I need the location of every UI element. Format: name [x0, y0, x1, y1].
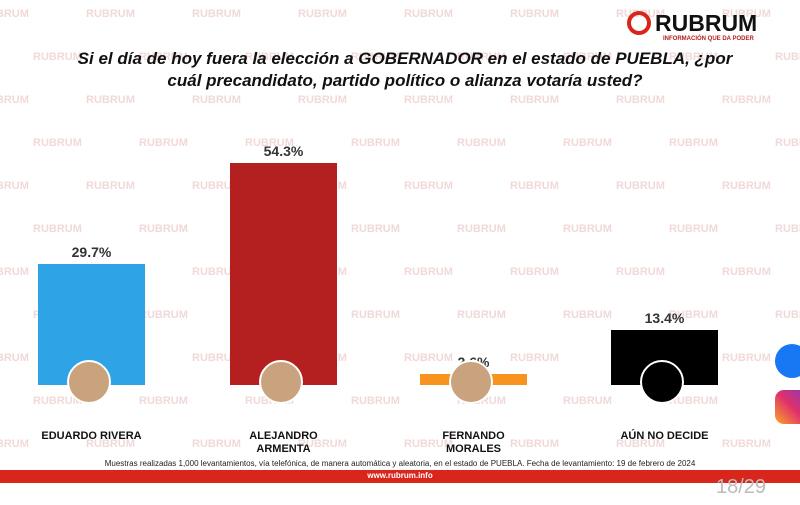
bar [230, 162, 337, 385]
watermark: RUBRUM [245, 137, 294, 149]
value-label: 54.3% [263, 142, 304, 159]
watermark: RUBRUM [457, 137, 506, 149]
watermark: RUBRUM [192, 180, 241, 192]
watermark: RUBRUM [563, 309, 612, 321]
watermark: RUBRUM [192, 438, 241, 450]
candidate-photo [448, 360, 493, 404]
watermark: RUBRUM [298, 8, 347, 20]
footnote: Muestras realizadas 1,000 levantamientos… [104, 459, 696, 468]
watermark: RUBRUM [722, 8, 771, 20]
watermark: RUBRUM [775, 223, 800, 235]
page-number: 18/29 [716, 476, 767, 498]
watermark: RUBRUM [86, 438, 135, 450]
watermark: RUBRUM [404, 352, 453, 364]
footer-bar [0, 470, 800, 483]
watermark: RUBRUM [0, 8, 29, 20]
watermark: RUBRUM [139, 223, 188, 235]
watermark: RUBRUM [563, 51, 612, 63]
watermark: RUBRUM [616, 438, 665, 450]
watermark: RUBRUM [33, 395, 82, 407]
brand-tagline: INFORMACIÓN QUE DA PODER [663, 36, 754, 42]
watermark: RUBRUM [404, 266, 453, 278]
watermark: RUBRUM [139, 51, 188, 63]
watermark: RUBRUM [192, 8, 241, 20]
watermark: RUBRUM [0, 180, 29, 192]
watermark: RUBRUM [722, 266, 771, 278]
watermark: RUBRUM [192, 352, 241, 364]
watermark: RUBRUM [616, 266, 665, 278]
footer-url: www.rubrum.info [367, 471, 433, 480]
watermark: RUBRUM [139, 395, 188, 407]
watermark: RUBRUM [669, 223, 718, 235]
watermark: RUBRUM [192, 94, 241, 106]
watermark: RUBRUM [510, 94, 559, 106]
chart-title: Si el día de hoy fuera la elección a GOB… [77, 49, 733, 90]
category-label: AÚN NO DECIDE [620, 430, 709, 442]
watermark: RUBRUM [33, 51, 82, 63]
watermark: RUBRUM [86, 94, 135, 106]
watermark: RUBRUM [457, 309, 506, 321]
watermark: RUBRUM [669, 309, 718, 321]
watermark: RUBRUM [33, 223, 82, 235]
watermark: RUBRUM [298, 94, 347, 106]
value-label: 29.7% [71, 243, 112, 260]
candidate-photo [258, 360, 303, 404]
candidate-photo [639, 360, 684, 404]
watermark: RUBRUM [245, 51, 294, 63]
watermark: RUBRUM [775, 309, 800, 321]
category-label: ALEJANDRO ARMENTA [249, 430, 318, 455]
value-label: 13.4% [644, 310, 685, 327]
watermark: RUBRUM [563, 137, 612, 149]
watermark: RUBRUM [722, 352, 771, 364]
watermark: RUBRUM [510, 180, 559, 192]
watermark: RUBRUM [616, 94, 665, 106]
watermark: RUBRUM [351, 137, 400, 149]
watermark: RUBRUM [139, 309, 188, 321]
watermark: RUBRUM [775, 51, 800, 63]
watermark: RUBRUM [722, 438, 771, 450]
brand-name: RUBRUM [655, 10, 758, 36]
watermark: RUBRUM [298, 438, 347, 450]
category-label: EDUARDO RIVERA [41, 430, 142, 442]
watermark: RUBRUM [404, 438, 453, 450]
watermark: RUBRUM [669, 51, 718, 63]
watermark: RUBRUM [351, 309, 400, 321]
watermark: RUBRUM [510, 266, 559, 278]
watermark: RUBRUM [404, 8, 453, 20]
watermark: RUBRUM [351, 51, 400, 63]
watermark: RUBRUM [86, 180, 135, 192]
watermark: RUBRUM [351, 395, 400, 407]
watermark: RUBRUM [510, 438, 559, 450]
watermark: RUBRUM [86, 8, 135, 20]
watermark: RUBRUM [404, 94, 453, 106]
watermark: RUBRUM [510, 8, 559, 20]
candidate-photo [66, 360, 111, 404]
watermark: RUBRUM [669, 137, 718, 149]
watermark: RUBRUM [33, 137, 82, 149]
watermark: RUBRUM [0, 94, 29, 106]
watermark: RUBRUM [192, 266, 241, 278]
watermark: RUBRUM [563, 395, 612, 407]
watermark: RUBRUM [722, 94, 771, 106]
watermark: RUBRUM [510, 352, 559, 364]
watermark: RUBRUM [0, 352, 29, 364]
watermark: RUBRUM [0, 438, 29, 450]
watermark: RUBRUM [139, 137, 188, 149]
watermark: RUBRUM [0, 266, 29, 278]
watermark: RUBRUM [351, 223, 400, 235]
watermark: RUBRUM [563, 223, 612, 235]
watermark: RUBRUM [669, 395, 718, 407]
watermark: RUBRUM [404, 180, 453, 192]
watermark: RUBRUM [457, 223, 506, 235]
watermark: RUBRUM [616, 180, 665, 192]
logo-ring [627, 11, 651, 35]
watermark: RUBRUM [457, 51, 506, 63]
facebook-icon[interactable] [775, 344, 800, 378]
category-label: FERNANDO MORALES [442, 430, 505, 455]
watermark: RUBRUM [722, 180, 771, 192]
watermark: RUBRUM [775, 137, 800, 149]
instagram-icon[interactable] [775, 390, 800, 424]
